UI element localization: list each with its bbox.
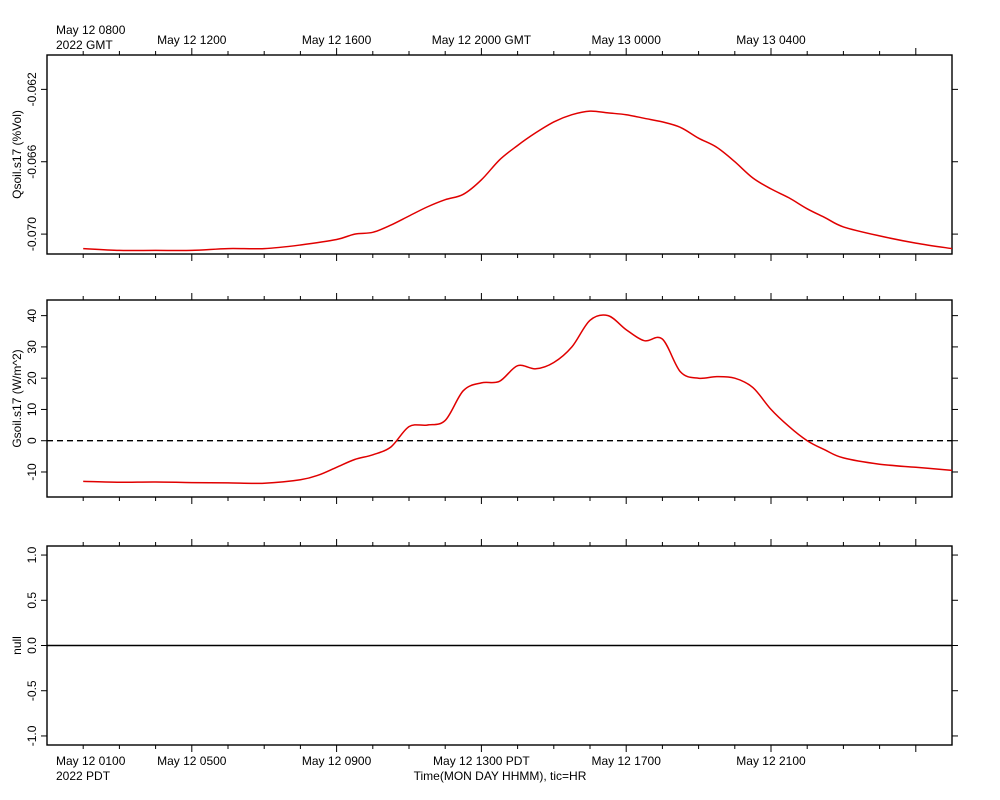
panel-gsoil-ylabel: Gsoil.s17 (W/m^2) — [10, 349, 24, 447]
panel-gsoil-frame — [46, 299, 953, 498]
panel-null: -1.0 -0.5 0.0 0.5 1.0 null — [10, 539, 958, 752]
top-axis-tick-labels: May 12 1200 May 12 1600 May 12 2000 GMT May… — [157, 33, 806, 47]
panel-null-ytick-labels: -1.0 -0.5 0.0 0.5 1.0 — [25, 546, 39, 746]
top-axis-tick-label: May 12 1600 — [302, 33, 372, 47]
y-tick-label: 0 — [25, 437, 39, 444]
top-axis-tick-label: May 12 1200 — [157, 33, 227, 47]
y-tick-label: 0.0 — [25, 637, 39, 654]
top-axis-tick-label: May 13 0400 — [736, 33, 806, 47]
top-axis-tick-label: May 12 2000 GMT — [432, 33, 532, 47]
y-tick-label: -1.0 — [25, 725, 39, 746]
panel-gsoil-ytick-labels: -10 0 10 20 30 40 — [25, 309, 39, 481]
panel-gsoil: -10 0 10 20 30 40 Gsoil.s17 (W/m^2) — [10, 293, 958, 504]
series-line — [83, 110, 953, 252]
bottom-axis-title: Time(MON DAY HHMM), tic=HR — [414, 769, 587, 783]
bottom-axis-start-label: May 12 0100 — [56, 754, 126, 768]
top-axis-start-label: May 12 0800 — [56, 23, 126, 37]
panel-null-ylabel: null — [10, 636, 24, 655]
top-axis-tick-label: May 13 0000 — [592, 33, 662, 47]
y-tick-label: 30 — [25, 340, 39, 354]
panel-qsoil-ytick-labels: -0.062 -0.066 -0.070 — [25, 72, 39, 251]
bottom-axis-tick-labels: May 12 0500 May 12 0900 May 12 1300 PDT May… — [157, 754, 806, 768]
panel-null-ticks — [41, 539, 958, 752]
y-tick-label: 0.5 — [25, 592, 39, 609]
y-tick-label: -0.062 — [25, 72, 39, 106]
panel-qsoil: -0.062 -0.066 -0.070 Qsoil.s17 (%Vol) — [10, 48, 958, 261]
bottom-axis-tick-label: May 12 1300 PDT — [433, 754, 530, 768]
panel-qsoil-ylabel: Qsoil.s17 (%Vol) — [10, 110, 24, 199]
y-tick-label: 1.0 — [25, 546, 39, 563]
bottom-axis-tick-label: May 12 2100 — [736, 754, 806, 768]
y-tick-label: -0.070 — [25, 217, 39, 251]
panel-qsoil-frame — [46, 54, 953, 255]
bottom-axis-start-sublabel: 2022 PDT — [56, 769, 111, 783]
panel-gsoil-ticks — [41, 293, 958, 504]
y-tick-label: -0.066 — [25, 144, 39, 178]
panel-qsoil-series — [83, 110, 953, 252]
bottom-axis-tick-label: May 12 1700 — [592, 754, 662, 768]
series-line — [83, 314, 953, 485]
y-tick-label: 20 — [25, 371, 39, 385]
bottom-axis-tick-label: May 12 0900 — [302, 754, 372, 768]
top-axis-start-sublabel: 2022 GMT — [56, 38, 113, 52]
y-tick-label: 10 — [25, 402, 39, 416]
bottom-axis-tick-label: May 12 0500 — [157, 754, 227, 768]
y-tick-label: -10 — [25, 463, 39, 481]
bottom-time-axis: May 12 0100 2022 PDT May 12 0500 May 12 0… — [56, 754, 806, 783]
top-time-axis: May 12 0800 2022 GMT May 12 1200 May 12 1… — [56, 23, 806, 52]
y-tick-label: 40 — [25, 309, 39, 323]
panel-qsoil-ticks — [41, 48, 958, 261]
panel-gsoil-series — [47, 314, 953, 485]
y-tick-label: -0.5 — [25, 680, 39, 701]
